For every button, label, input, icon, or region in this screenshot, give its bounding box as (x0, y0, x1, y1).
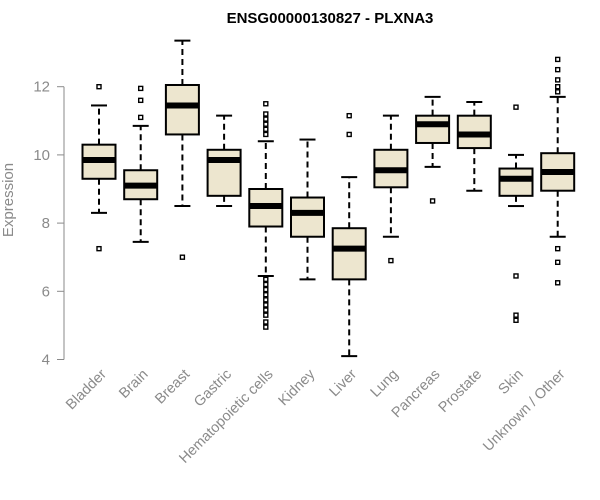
outlier-point (263, 121, 269, 127)
box-lung (373, 114, 409, 264)
box-hematopoietic-cells (248, 101, 284, 330)
outlier-point (388, 257, 394, 264)
y-tick-label: 12 (33, 79, 50, 96)
iqr-box (331, 227, 367, 281)
box-breast (164, 39, 200, 260)
x-tick-label: Skin (496, 367, 527, 398)
outlier-point (513, 317, 519, 323)
outlier-point (179, 254, 186, 260)
outlier-point (555, 66, 561, 73)
box-unknown-other (540, 56, 576, 286)
outlier-point (263, 286, 269, 293)
outlier-point (263, 126, 269, 133)
box-skin (498, 104, 534, 323)
outlier-point (137, 114, 144, 121)
outlier-point (555, 259, 561, 266)
outlier-point (555, 280, 561, 286)
x-tick-label: Breast (152, 367, 193, 408)
chart-title: ENSG00000130827 - PLXNA3 (227, 10, 434, 27)
outlier-point (137, 97, 144, 104)
x-tick-label: Kidney (276, 366, 319, 409)
outlier-point (555, 56, 561, 63)
outlier-point (263, 131, 269, 138)
outlier-point (263, 101, 269, 107)
box-gastric (206, 114, 242, 208)
outlier-point (555, 77, 561, 83)
x-tick-label: Prostate (436, 367, 485, 416)
box-brain (123, 85, 159, 243)
box-liver (331, 112, 367, 358)
outlier-point (555, 245, 561, 252)
iqr-box (290, 196, 325, 238)
outlier-point (263, 116, 269, 122)
outlier-point (263, 307, 269, 313)
x-tick-label: Bladder (63, 366, 110, 413)
outlier-point (263, 297, 269, 303)
outlier-point (263, 319, 269, 325)
outlier-point (96, 245, 102, 252)
outlier-point (346, 131, 352, 138)
y-axis-label: Expression (0, 163, 17, 237)
y-tick-label: 8 (42, 215, 50, 232)
outlier-point (555, 89, 561, 95)
outlier-point (555, 83, 561, 90)
x-tick-label: Liver (326, 366, 360, 400)
iqr-box (206, 148, 242, 197)
box-prostate (456, 101, 492, 192)
outlier-point (263, 281, 269, 288)
iqr-box (415, 114, 451, 144)
box-pancreas (415, 95, 451, 204)
y-tick-label: 6 (42, 283, 50, 300)
y-tick-label: 4 (42, 352, 50, 369)
x-tick-label: Brain (116, 367, 151, 402)
y-tick-label: 10 (33, 147, 50, 164)
boxes-group (81, 39, 576, 358)
outlier-point (263, 312, 269, 318)
outlier-point (513, 104, 519, 110)
outlier-point (263, 292, 269, 298)
outlier-point (96, 83, 102, 90)
iqr-box (164, 83, 200, 136)
outlier-point (346, 112, 352, 119)
outlier-point (513, 273, 519, 279)
outlier-point (263, 302, 269, 308)
outlier-point (263, 276, 269, 283)
box-kidney (290, 138, 325, 281)
outlier-point (429, 198, 436, 204)
outlier-point (513, 312, 519, 318)
iqr-box (498, 167, 534, 197)
y-axis-ticks: 4 6 8 10 12 (33, 79, 64, 369)
outlier-point (263, 324, 269, 330)
outlier-point (137, 85, 144, 92)
outlier-point (263, 111, 269, 117)
box-bladder (81, 83, 117, 252)
x-tick-label: Lung (368, 367, 402, 401)
